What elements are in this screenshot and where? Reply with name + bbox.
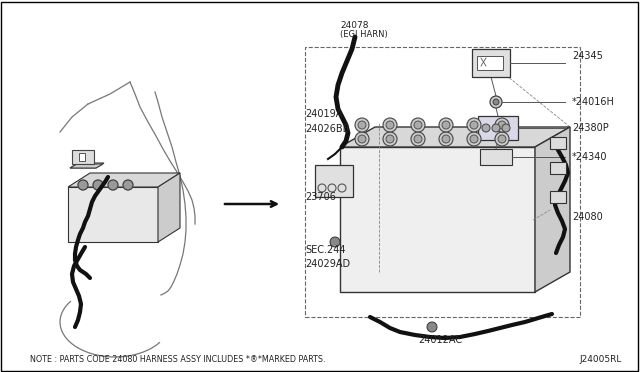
FancyBboxPatch shape	[477, 56, 503, 70]
Circle shape	[498, 135, 506, 143]
Polygon shape	[535, 127, 570, 292]
Text: 24380P: 24380P	[572, 123, 609, 133]
Circle shape	[495, 118, 509, 132]
Text: (EGI HARN): (EGI HARN)	[340, 31, 388, 39]
Text: 24019A: 24019A	[305, 109, 342, 119]
FancyBboxPatch shape	[472, 49, 510, 77]
Circle shape	[439, 132, 453, 146]
Circle shape	[358, 121, 366, 129]
Text: 24029AD: 24029AD	[305, 259, 350, 269]
Text: *24016H: *24016H	[572, 97, 615, 107]
Circle shape	[411, 118, 425, 132]
FancyBboxPatch shape	[315, 165, 353, 197]
Polygon shape	[68, 173, 180, 187]
Text: SEC.244: SEC.244	[305, 245, 346, 255]
Text: NOTE : PARTS CODE 24080 HARNESS ASSY INCLUDES *®*MARKED PARTS.: NOTE : PARTS CODE 24080 HARNESS ASSY INC…	[30, 356, 326, 365]
Circle shape	[78, 180, 88, 190]
Circle shape	[93, 180, 103, 190]
FancyBboxPatch shape	[550, 137, 566, 149]
Circle shape	[358, 135, 366, 143]
Circle shape	[383, 132, 397, 146]
Circle shape	[470, 121, 478, 129]
Circle shape	[467, 132, 481, 146]
Circle shape	[386, 121, 394, 129]
Circle shape	[330, 237, 340, 247]
Circle shape	[427, 322, 437, 332]
Circle shape	[123, 180, 133, 190]
Text: 24345: 24345	[572, 51, 603, 61]
Circle shape	[108, 180, 118, 190]
Text: *24340: *24340	[572, 152, 607, 162]
Polygon shape	[340, 147, 535, 292]
Polygon shape	[340, 127, 570, 147]
Polygon shape	[158, 173, 180, 242]
Circle shape	[442, 121, 450, 129]
Circle shape	[502, 124, 510, 132]
Circle shape	[355, 132, 369, 146]
Circle shape	[470, 135, 478, 143]
Text: 24026BB: 24026BB	[305, 124, 349, 134]
Circle shape	[386, 135, 394, 143]
Circle shape	[467, 118, 481, 132]
Circle shape	[482, 124, 490, 132]
Circle shape	[355, 118, 369, 132]
Circle shape	[439, 118, 453, 132]
Circle shape	[414, 121, 422, 129]
Text: 24078: 24078	[340, 20, 369, 29]
Circle shape	[492, 124, 500, 132]
Text: J24005RL: J24005RL	[580, 356, 622, 365]
FancyBboxPatch shape	[478, 116, 518, 140]
Circle shape	[414, 135, 422, 143]
Circle shape	[383, 118, 397, 132]
FancyBboxPatch shape	[550, 191, 566, 203]
Circle shape	[411, 132, 425, 146]
Circle shape	[493, 99, 499, 105]
Circle shape	[442, 135, 450, 143]
Polygon shape	[70, 164, 103, 168]
Text: 23706: 23706	[305, 192, 336, 202]
FancyBboxPatch shape	[79, 153, 85, 161]
FancyBboxPatch shape	[550, 162, 566, 174]
Text: 24080: 24080	[572, 212, 603, 222]
Polygon shape	[70, 163, 104, 168]
Bar	[305, 47, 580, 317]
Polygon shape	[68, 187, 158, 242]
FancyBboxPatch shape	[480, 149, 512, 165]
Text: 24012AC: 24012AC	[418, 335, 462, 345]
Circle shape	[498, 121, 506, 129]
FancyBboxPatch shape	[72, 150, 94, 164]
Circle shape	[495, 132, 509, 146]
Circle shape	[490, 96, 502, 108]
